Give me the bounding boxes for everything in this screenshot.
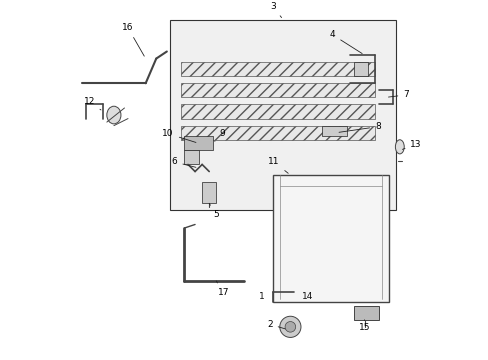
Bar — [181, 62, 374, 76]
Bar — [357, 263, 374, 270]
Ellipse shape — [395, 140, 404, 154]
Text: 16: 16 — [122, 23, 144, 56]
Circle shape — [380, 184, 383, 187]
Circle shape — [278, 297, 281, 300]
Text: 2: 2 — [266, 320, 287, 330]
Text: 3: 3 — [269, 2, 281, 18]
Text: 12: 12 — [83, 98, 101, 110]
Circle shape — [278, 184, 281, 187]
Text: 1: 1 — [259, 292, 264, 301]
Text: 4: 4 — [329, 30, 362, 54]
Text: 15: 15 — [358, 320, 369, 332]
Text: 8: 8 — [338, 122, 380, 132]
Bar — [353, 62, 367, 76]
Text: 13: 13 — [402, 140, 421, 149]
Bar — [304, 242, 353, 253]
Bar — [181, 126, 374, 140]
Text: 5: 5 — [209, 203, 219, 219]
Bar — [304, 263, 353, 274]
Bar — [304, 214, 353, 225]
Circle shape — [380, 297, 383, 300]
Ellipse shape — [106, 106, 121, 124]
Bar — [202, 182, 216, 203]
Text: 6: 6 — [171, 157, 196, 167]
Bar — [322, 126, 346, 136]
Text: 11: 11 — [268, 157, 287, 173]
Bar — [272, 175, 388, 302]
Bar — [170, 20, 395, 210]
Text: 14: 14 — [302, 292, 313, 301]
Text: 17: 17 — [216, 281, 228, 297]
Bar — [184, 136, 212, 150]
Text: 10: 10 — [162, 129, 196, 143]
Bar — [184, 150, 198, 165]
Circle shape — [285, 321, 295, 332]
Text: 7: 7 — [387, 90, 408, 99]
Bar — [181, 83, 374, 98]
Text: 9: 9 — [214, 129, 225, 141]
Bar — [353, 306, 378, 320]
Bar — [181, 104, 374, 118]
Circle shape — [279, 316, 300, 337]
